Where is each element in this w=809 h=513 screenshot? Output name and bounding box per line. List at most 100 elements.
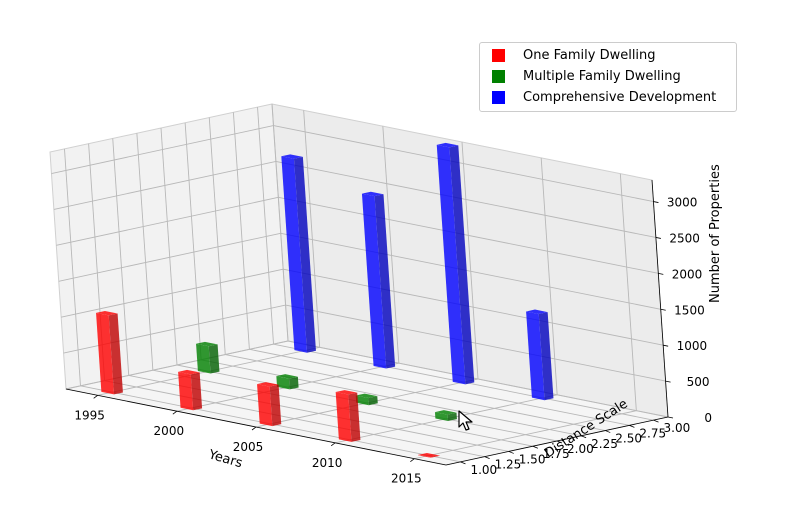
grid-line-y-wall: [232, 112, 250, 350]
x-tick-label: 2000: [154, 424, 185, 438]
bar-side: [108, 313, 123, 395]
bar: [418, 452, 440, 458]
grid-line-y-wall: [112, 138, 130, 376]
bar-side: [208, 344, 220, 374]
chart-ticks: 1995 2000 2005 2010 2015 1.001.251.501.752.00…: [65, 179, 712, 486]
y-tick-label: 2.00: [567, 442, 594, 456]
legend: One Family Dwelling Multiple Family Dwel…: [479, 42, 737, 112]
bar: [526, 309, 554, 401]
bar-front: [257, 384, 273, 427]
bar-side: [293, 156, 316, 353]
legend-swatch-red: [492, 48, 505, 62]
bar-front: [434, 412, 449, 422]
bar-front: [361, 193, 387, 369]
bar-side: [288, 376, 299, 390]
bar-top: [257, 382, 279, 387]
y-tick-mark: [460, 461, 466, 465]
bar-top: [361, 191, 384, 197]
legend-label: Comprehensive Development: [523, 89, 717, 105]
bar-front: [418, 454, 431, 458]
z-tick-mark: [658, 272, 664, 275]
bar-side: [538, 312, 554, 401]
grid-line-y-floor: [201, 359, 582, 437]
grid-line-z-side: [53, 161, 276, 210]
grid-line-corner: [271, 103, 289, 342]
grid-line-y-wall: [257, 107, 274, 345]
y-tick-mark: [508, 451, 514, 454]
bar-top: [355, 393, 378, 399]
grid-line-z-back: [283, 268, 664, 346]
bar-top: [335, 390, 358, 395]
z-tick-mark: [653, 201, 659, 203]
bar-side: [190, 372, 203, 411]
bar-side: [447, 412, 457, 422]
legend-item-multiple-family: Multiple Family Dwelling: [492, 66, 681, 86]
bar-top: [96, 310, 118, 316]
x-tick-label: 2015: [391, 472, 422, 486]
grid-line-y-wall: [160, 127, 178, 366]
legend-item-one-family: One Family Dwelling: [492, 45, 656, 65]
y-tick-label: 1.75: [543, 447, 570, 461]
z-tick-label: 500: [687, 375, 710, 389]
y-tick-mark: [653, 419, 659, 423]
grid-line-y-floor: [225, 354, 606, 432]
x-tick-mark: [93, 395, 98, 399]
bar-top: [526, 309, 548, 315]
y-tick-mark: [484, 456, 490, 460]
z-tick-label: 2500: [669, 231, 700, 245]
grid-line-z-side: [58, 232, 281, 282]
grid-line-x-wall: [461, 141, 479, 380]
legend-swatch-blue: [492, 90, 505, 104]
grid-line-y-wall: [136, 133, 154, 371]
bar: [355, 393, 378, 406]
x-axis-line: [65, 388, 447, 466]
z-tick-label: 2000: [672, 267, 703, 281]
y-tick-label: 3.00: [664, 421, 691, 435]
x-tick-label: 1995: [74, 408, 105, 422]
z-axis-label: Number of Properties: [708, 164, 723, 303]
bar-top: [178, 369, 200, 375]
grid-line-z-side: [61, 268, 284, 318]
x-tick-mark: [330, 442, 336, 447]
bar-top: [436, 142, 459, 148]
z-tick-label: 3000: [667, 196, 698, 210]
bar: [436, 142, 475, 385]
bar: [257, 382, 282, 427]
grid-line-x-wall: [619, 173, 637, 411]
bar-top: [418, 452, 440, 458]
bar-front: [178, 371, 194, 411]
bar: [196, 341, 220, 374]
y-tick-mark: [556, 440, 563, 444]
grid-line-y-wall: [208, 117, 226, 355]
bar-front: [436, 144, 466, 385]
bar: [276, 374, 299, 390]
x-tick-mark: [251, 426, 257, 431]
bar: [361, 191, 396, 369]
bar-side: [449, 145, 475, 385]
y-tick-mark: [532, 445, 539, 449]
grid-line-y-wall: [184, 122, 202, 360]
z-axis-line: [651, 179, 669, 418]
bar-top: [434, 410, 457, 415]
bar-front: [355, 395, 369, 406]
bar-side: [430, 455, 440, 458]
x-tick-mark: [410, 458, 415, 462]
grid-line-y-floor: [104, 380, 485, 458]
bar-top: [276, 374, 298, 379]
bar-front: [276, 376, 290, 390]
z-tick-mark: [655, 237, 661, 239]
bar-side: [374, 194, 396, 369]
mouse-pointer-icon: [458, 410, 473, 431]
bar-front: [281, 156, 308, 353]
y-tick-label: 2.75: [639, 426, 666, 440]
y-tick-label: 1.00: [470, 463, 497, 477]
y-tick-mark: [580, 435, 587, 439]
legend-item-comprehensive: Comprehensive Development: [492, 87, 716, 107]
grid-line-z-back: [273, 125, 654, 202]
grid-line-x-wall: [382, 126, 400, 364]
x-tick-label: 2010: [312, 456, 343, 470]
bar-top: [196, 341, 218, 347]
grid-line-y-wall: [64, 148, 81, 386]
y-tick-label: 1.50: [519, 452, 546, 466]
